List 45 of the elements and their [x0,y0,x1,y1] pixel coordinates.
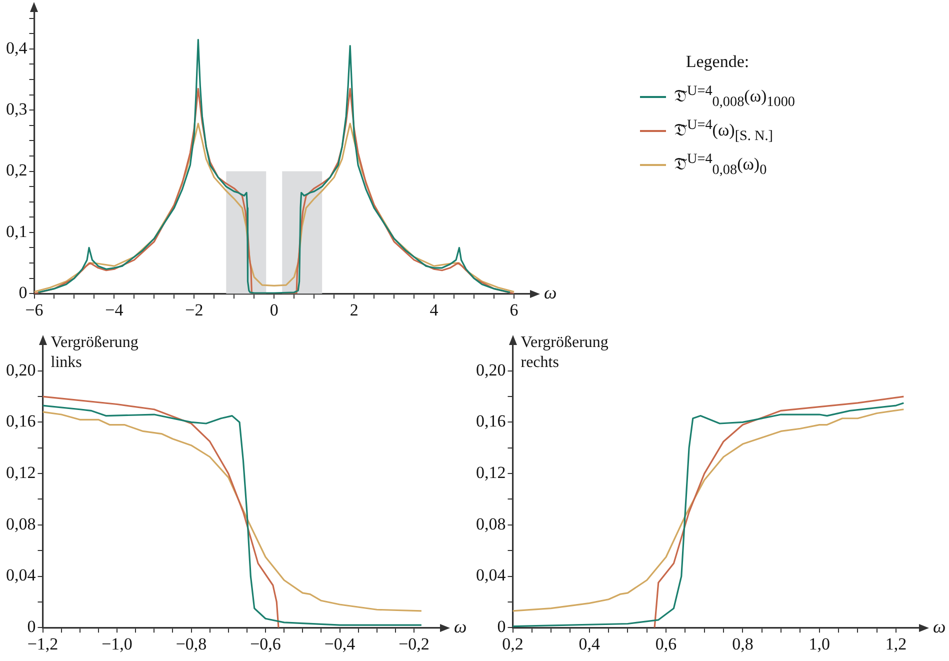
y-tick-label: 0,08 [476,514,506,534]
y-tick-label: 0,04 [6,566,36,585]
y-tick-label: 0,3 [6,100,28,119]
x-tick-label: −0,8 [176,634,207,654]
y-tick-label: 0,12 [476,463,506,482]
y-tick-label: 0,16 [476,412,506,431]
y-tick-label: 0 [497,617,506,636]
y-tick-label: 0,12 [6,463,36,482]
x-axis-title: ω [544,282,557,302]
x-axis-title: ω [933,616,946,636]
x-tick-label: −0,2 [398,634,430,654]
y-tick-label: 0,20 [476,360,506,380]
y-tick-label: 0,04 [476,566,506,585]
x-tick-label: 6 [510,300,518,320]
x-tick-label: −1,0 [102,634,132,654]
x-tick-label: −1,2 [27,634,58,654]
y-axis-title: Vergrößerung rechts [520,333,610,374]
y-tick-label: 0,1 [6,222,28,241]
legend-title: Legende: [684,52,750,72]
y-tick-label: 0,16 [6,412,36,431]
x-tick-label: 1,0 [808,634,830,654]
x-tick-label: 1,2 [885,634,907,654]
x-axis-title: ω [454,616,467,636]
y-tick-label: 0 [18,283,28,302]
y-tick-label: 0 [27,617,36,636]
legend-label: 𝔇̃$^{U=4}$$_{0,008}$(ω)$_{1000}$ [674,83,795,112]
x-tick-label: 4 [430,300,439,320]
y-tick-label: 0,2 [6,160,28,180]
legend-label: 𝔇̃$^{U=4}$$_{0,08}$(ω)$_{0}$ [674,151,767,180]
x-tick-label: −0,6 [250,634,281,654]
x-tick-label: 0,6 [655,634,677,654]
x-tick-label: −6 [25,300,44,320]
x-tick-label: 0,8 [732,634,754,654]
x-tick-label: 0 [270,300,278,320]
x-tick-label: 2 [350,300,358,320]
y-tick-label: 0,20 [6,360,36,380]
y-axis-title: Vergrößerung links [50,333,140,374]
y-tick-label: 0,4 [6,38,28,58]
x-tick-label: −4 [105,300,124,320]
x-tick-label: −2 [185,300,204,320]
x-tick-label: −0,4 [324,634,356,654]
x-tick-label: 0,4 [578,634,601,654]
legend-label: 𝔇̃$^{U=4}$(ω)$_{[S. N.]}$ [674,117,773,146]
y-tick-label: 0,08 [6,514,36,534]
x-tick-label: 0,2 [502,634,524,654]
